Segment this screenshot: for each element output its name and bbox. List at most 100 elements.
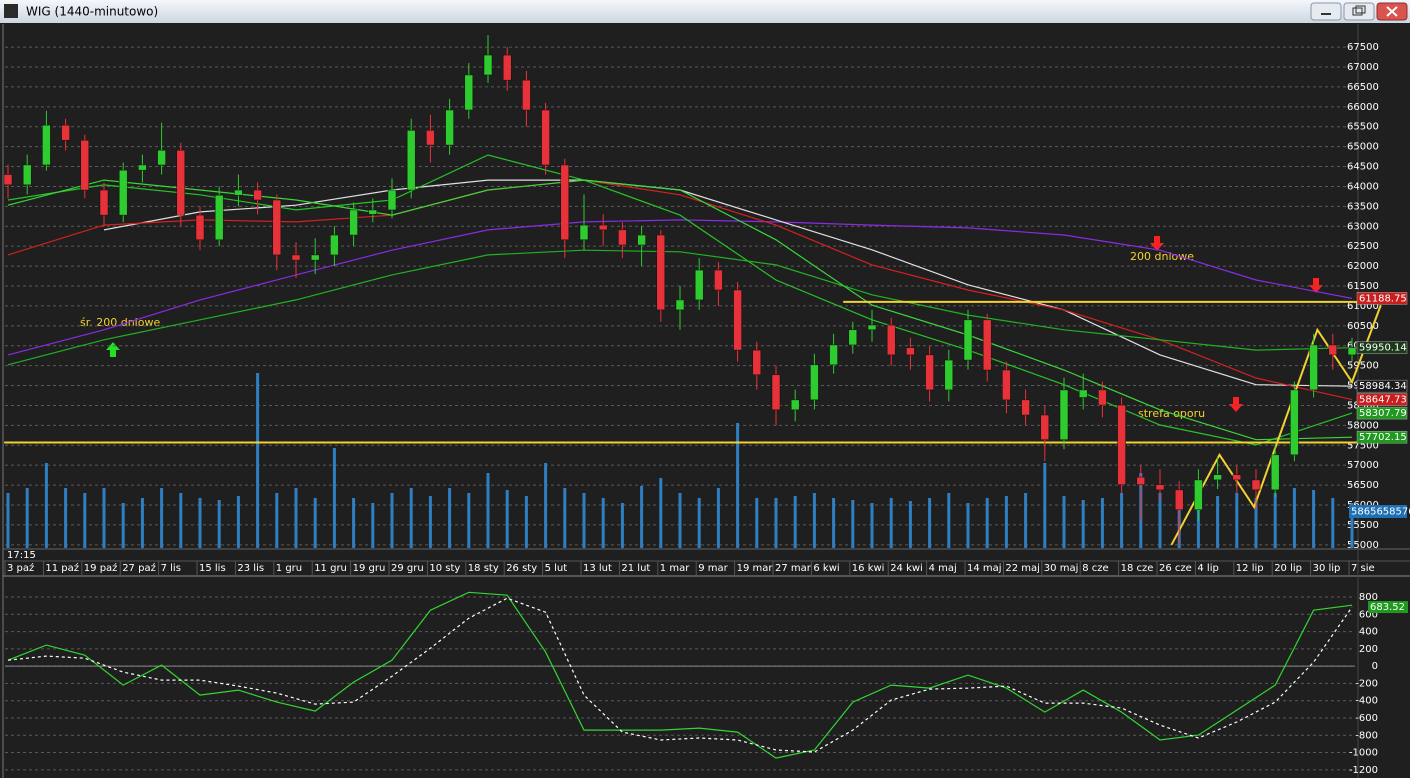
- price-label-box: [1356, 393, 1408, 406]
- candle-body: [1232, 474, 1242, 481]
- candle-body: [234, 189, 243, 196]
- candle-body: [502, 54, 512, 81]
- volume-bar: [582, 493, 586, 548]
- candle-body: [656, 234, 666, 311]
- y-tick-label: 63000: [1347, 221, 1379, 232]
- volume-bar: [1254, 498, 1258, 548]
- volume-bar: [563, 488, 567, 548]
- x-tick-label: 26 cze: [1159, 563, 1192, 574]
- candle-body: [1194, 479, 1203, 511]
- volume-bar: [928, 498, 932, 548]
- volume-bar: [1235, 493, 1239, 548]
- time-label: 17:15: [7, 550, 36, 561]
- volume-bar: [64, 488, 68, 548]
- volume-bar: [275, 493, 279, 548]
- app-icon: [4, 4, 18, 18]
- volume-bar: [352, 498, 356, 548]
- volume-bar: [160, 488, 164, 548]
- volume-bar: [620, 503, 624, 548]
- moving-average: [7, 179, 1353, 441]
- volume-bar: [102, 488, 106, 548]
- volume-bar: [659, 478, 663, 548]
- x-tick-label: 1 gru: [276, 563, 302, 574]
- candle-body: [560, 164, 570, 241]
- candle-body: [176, 149, 186, 216]
- volume-bar: [140, 498, 144, 548]
- candle-body: [387, 189, 397, 211]
- x-tick-label: 16 kwi: [852, 563, 885, 574]
- volume-bar: [121, 503, 125, 548]
- x-tick-label: 4 maj: [929, 563, 957, 574]
- y-tick-label: 64500: [1347, 162, 1379, 173]
- price-label-box: [1356, 379, 1408, 393]
- volume-bar: [736, 423, 740, 548]
- candle-body: [330, 234, 339, 256]
- volume-bar: [851, 500, 855, 548]
- volume-bar: [1196, 498, 1200, 548]
- price-label: 61188.75: [1359, 293, 1407, 304]
- x-tick-label: 30 maj: [1044, 563, 1079, 574]
- restore-button[interactable]: [1343, 2, 1375, 21]
- volume-bar: [236, 496, 240, 548]
- close-button[interactable]: [1376, 2, 1408, 21]
- candle-body: [1098, 389, 1107, 406]
- volume-bar: [947, 493, 951, 548]
- oscillator-line: [7, 591, 1353, 759]
- y-tick-label: 800: [1359, 592, 1378, 603]
- volume-bar: [44, 463, 48, 548]
- candle-body: [445, 109, 454, 146]
- candle-body: [464, 74, 474, 111]
- minimize-button[interactable]: [1310, 2, 1342, 21]
- candle-body: [598, 224, 608, 231]
- candle-body: [157, 149, 166, 166]
- candle-body: [848, 329, 858, 346]
- volume-bar: [505, 490, 509, 548]
- volume-bar: [1062, 496, 1066, 548]
- candle-body: [349, 209, 358, 236]
- candle-body: [579, 224, 589, 241]
- volume-bar: [1004, 496, 1008, 548]
- candle-body: [195, 214, 205, 241]
- price-label: 58984.34: [1359, 381, 1407, 392]
- candle-body: [810, 364, 819, 401]
- candle-body: [1136, 476, 1146, 485]
- volume-bar: [371, 503, 375, 548]
- y-tick-label: 58000: [1347, 420, 1379, 431]
- y-tick-label: 59500: [1347, 361, 1379, 372]
- volume-bar: [966, 503, 970, 548]
- candle-body: [752, 349, 762, 376]
- price-label-box: [1356, 430, 1408, 444]
- candle-body: [1021, 399, 1030, 416]
- candle-body: [3, 174, 13, 186]
- candle-body: [944, 359, 954, 391]
- y-tick-label: 60500: [1347, 321, 1379, 332]
- volume-bar: [774, 498, 778, 548]
- candle-body: [790, 399, 800, 411]
- volume-bar: [1216, 496, 1220, 548]
- x-tick-label: 18 sty: [468, 563, 499, 574]
- volume-bar: [678, 493, 682, 548]
- volume-bar: [1331, 498, 1335, 548]
- volume-bar: [697, 498, 701, 548]
- moving-average: [7, 249, 1353, 366]
- candle-body: [771, 374, 781, 411]
- volume-bar: [25, 488, 29, 548]
- volume-bar: [889, 498, 893, 548]
- x-tick-label: 15 lis: [199, 563, 226, 574]
- volume-bar: [793, 496, 797, 548]
- y-tick-label: 600: [1359, 609, 1378, 620]
- up-arrow: [106, 342, 120, 357]
- volume-bar: [908, 501, 912, 548]
- y-tick-label: -1200: [1349, 765, 1378, 776]
- y-tick-label: -800: [1355, 730, 1378, 741]
- candle-body: [253, 189, 262, 201]
- x-tick-label: 26 sty: [506, 563, 537, 574]
- price-label-box: [1356, 406, 1408, 420]
- x-tick-label: 8 cze: [1082, 563, 1108, 574]
- candle-body: [1213, 474, 1222, 481]
- y-tick-label: -600: [1355, 713, 1378, 724]
- volume-bar: [524, 496, 528, 548]
- volume-bar: [1350, 503, 1354, 548]
